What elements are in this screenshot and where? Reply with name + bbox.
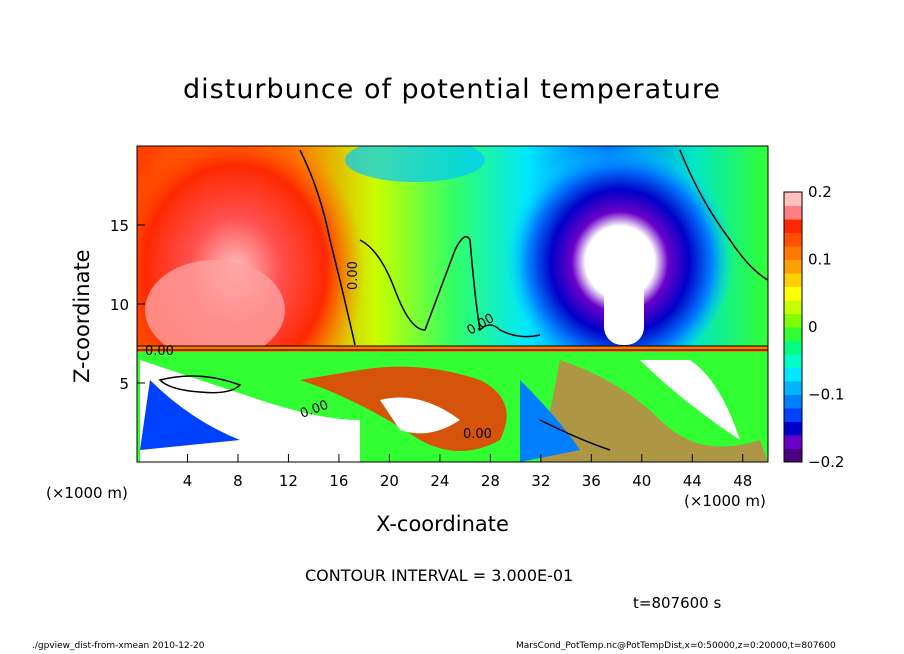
x-tick-label: 48 [733, 472, 752, 490]
x-tick-label: 24 [430, 472, 449, 490]
x-tick-label: 32 [531, 472, 550, 490]
colorbar-swatch [784, 448, 802, 463]
x-axis-ticks: 4 8 12 16 20 24 28 32 36 40 44 48 [183, 454, 752, 490]
x-tick-label: 4 [183, 472, 193, 490]
colorbar-swatch [784, 327, 802, 341]
colorbar-label: 0.1 [808, 251, 832, 269]
colorbar-frame [783, 191, 803, 463]
contour-label: 0.00 [145, 344, 174, 359]
colorbar-swatch [784, 246, 802, 260]
colorbar-swatch [784, 259, 802, 274]
footer-left: ./gpview_dist-from-xmean 2010-12-20 [32, 641, 205, 651]
colorbar-swatch [784, 354, 802, 368]
chart-title: disturbunce of potential temperature [183, 74, 721, 105]
colorbar-swatch [784, 435, 802, 449]
colorbar-swatch [784, 192, 802, 206]
colorbar-swatch [784, 408, 802, 422]
z-tick-label: 10 [110, 296, 129, 314]
x-tick-label: 36 [582, 472, 601, 490]
x-tick-label: 40 [632, 472, 651, 490]
time-stamp: t=807600 s [633, 594, 722, 612]
colorbar-label: 0.2 [808, 183, 832, 201]
x-tick-label: 16 [329, 472, 348, 490]
x-tick-label: 44 [683, 472, 702, 490]
x-tick-label: 12 [279, 472, 298, 490]
colorbar-swatch [784, 286, 802, 301]
x-axis-label: X-coordinate [376, 512, 509, 536]
contour-label: 0.00 [346, 261, 361, 290]
colorbar-swatch [784, 232, 802, 247]
colorbar-swatch [784, 300, 802, 314]
colorbar-label: 0 [808, 318, 818, 336]
colorbar-swatch [784, 421, 802, 436]
colorbar-swatch [784, 340, 802, 355]
colorbar-label: −0.2 [808, 453, 844, 471]
colorbar-swatch [784, 381, 802, 395]
colorbar-swatch [784, 219, 802, 233]
colorbar-swatch [784, 205, 802, 220]
contour-interval: CONTOUR INTERVAL = 3.000E-01 [305, 566, 574, 585]
x-tick-label: 20 [380, 472, 399, 490]
colorbar-swatch [784, 367, 802, 382]
z-axis-ticks: 5 10 15 [110, 217, 145, 393]
x-unit-right: (×1000 m) [684, 492, 766, 510]
z-tick-label: 5 [119, 375, 129, 393]
colorbar-labels: 0.2 0.1 0 −0.1 −0.2 [808, 183, 844, 471]
z-tick-label: 15 [110, 217, 129, 235]
colorbar-swatch [784, 273, 802, 287]
footer-right: MarsCond_PotTemp.nc@PotTempDist,x=0:5000… [516, 641, 836, 651]
x-unit-left: (×1000 m) [46, 484, 128, 502]
contour-lines [137, 149, 769, 451]
contour-label: 0.00 [463, 427, 492, 442]
colorbar [784, 192, 802, 463]
colorbar-label: −0.1 [808, 386, 844, 404]
x-tick-label: 8 [233, 472, 243, 490]
temperature-field [137, 146, 768, 462]
y-axis-label: Z-coordinate [70, 249, 94, 383]
colorbar-swatch [784, 313, 802, 328]
colorbar-swatch [784, 394, 802, 409]
x-tick-label: 28 [481, 472, 500, 490]
